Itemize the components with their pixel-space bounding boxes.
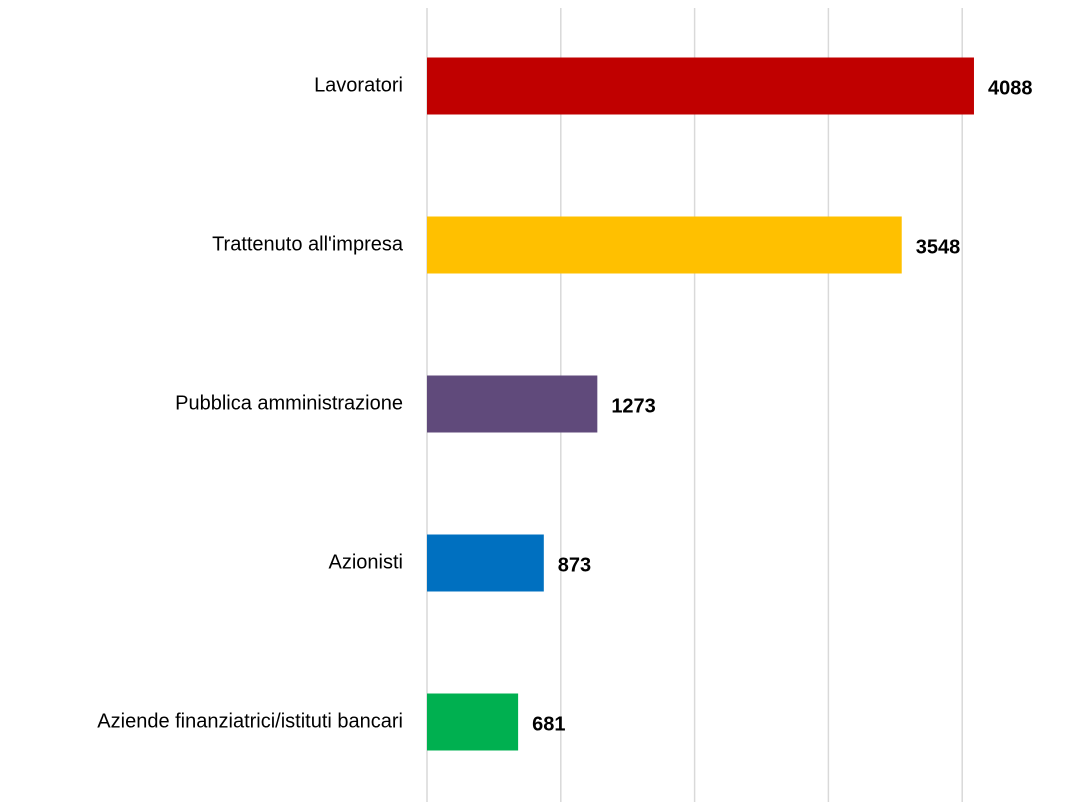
- value-label: 1273: [611, 395, 656, 417]
- category-label: Azionisti: [329, 551, 403, 573]
- bar: [427, 534, 544, 592]
- bar: [427, 375, 598, 433]
- value-label: 4088: [988, 77, 1032, 99]
- bar: [427, 57, 974, 115]
- value-label: 3548: [916, 236, 961, 258]
- category-label: Trattenuto all'impresa: [212, 233, 404, 255]
- bar: [427, 216, 902, 274]
- category-label: Pubblica amministrazione: [175, 392, 403, 414]
- bar: [427, 693, 519, 751]
- category-label: Aziende finanziatrici/istituti bancari: [97, 710, 403, 732]
- value-label: 681: [532, 713, 565, 735]
- value-label: 873: [558, 554, 591, 576]
- category-label: Lavoratori: [314, 74, 403, 96]
